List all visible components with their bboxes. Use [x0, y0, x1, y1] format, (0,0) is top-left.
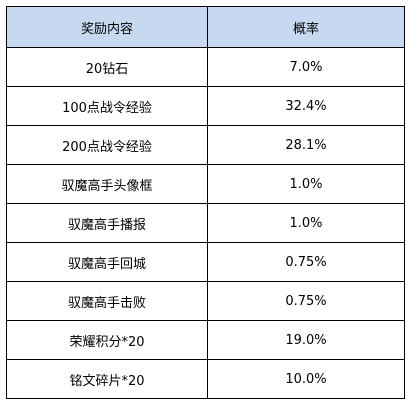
reward-cell: 20钻石 — [6, 47, 208, 87]
column-header-probability: 概率 — [207, 6, 405, 48]
table-row: 驭魔高手播报 1.0% — [6, 203, 405, 243]
table-row: 驭魔高手回城 0.75% — [6, 242, 405, 282]
reward-cell: 100点战令经验 — [6, 86, 208, 126]
probability-cell: 28.1% — [207, 125, 405, 165]
column-header-reward: 奖励内容 — [6, 6, 208, 48]
probability-cell: 19.0% — [207, 320, 405, 360]
probability-cell: 7.0% — [207, 47, 405, 87]
probability-cell: 32.4% — [207, 86, 405, 126]
table-row: 荣耀积分*20 19.0% — [6, 320, 405, 360]
reward-cell: 驭魔高手击败 — [6, 281, 208, 321]
probability-cell: 1.0% — [207, 164, 405, 204]
table-row: 100点战令经验 32.4% — [6, 86, 405, 126]
reward-cell: 驭魔高手头像框 — [6, 164, 208, 204]
table-row: 驭魔高手击败 0.75% — [6, 281, 405, 321]
reward-cell: 驭魔高手回城 — [6, 242, 208, 282]
reward-cell: 200点战令经验 — [6, 125, 208, 165]
reward-probability-table: 奖励内容 概率 20钻石 7.0% 100点战令经验 32.4% 200点战令经… — [6, 6, 405, 399]
reward-cell: 荣耀积分*20 — [6, 320, 208, 360]
table-row: 驭魔高手头像框 1.0% — [6, 164, 405, 204]
reward-cell: 驭魔高手播报 — [6, 203, 208, 243]
table-row: 200点战令经验 28.1% — [6, 125, 405, 165]
table-row: 20钻石 7.0% — [6, 47, 405, 87]
reward-cell: 铭文碎片*20 — [6, 359, 208, 399]
probability-cell: 0.75% — [207, 242, 405, 282]
table-header-row: 奖励内容 概率 — [6, 6, 405, 48]
probability-cell: 0.75% — [207, 281, 405, 321]
probability-cell: 1.0% — [207, 203, 405, 243]
probability-cell: 10.0% — [207, 359, 405, 399]
table-row: 铭文碎片*20 10.0% — [6, 359, 405, 399]
